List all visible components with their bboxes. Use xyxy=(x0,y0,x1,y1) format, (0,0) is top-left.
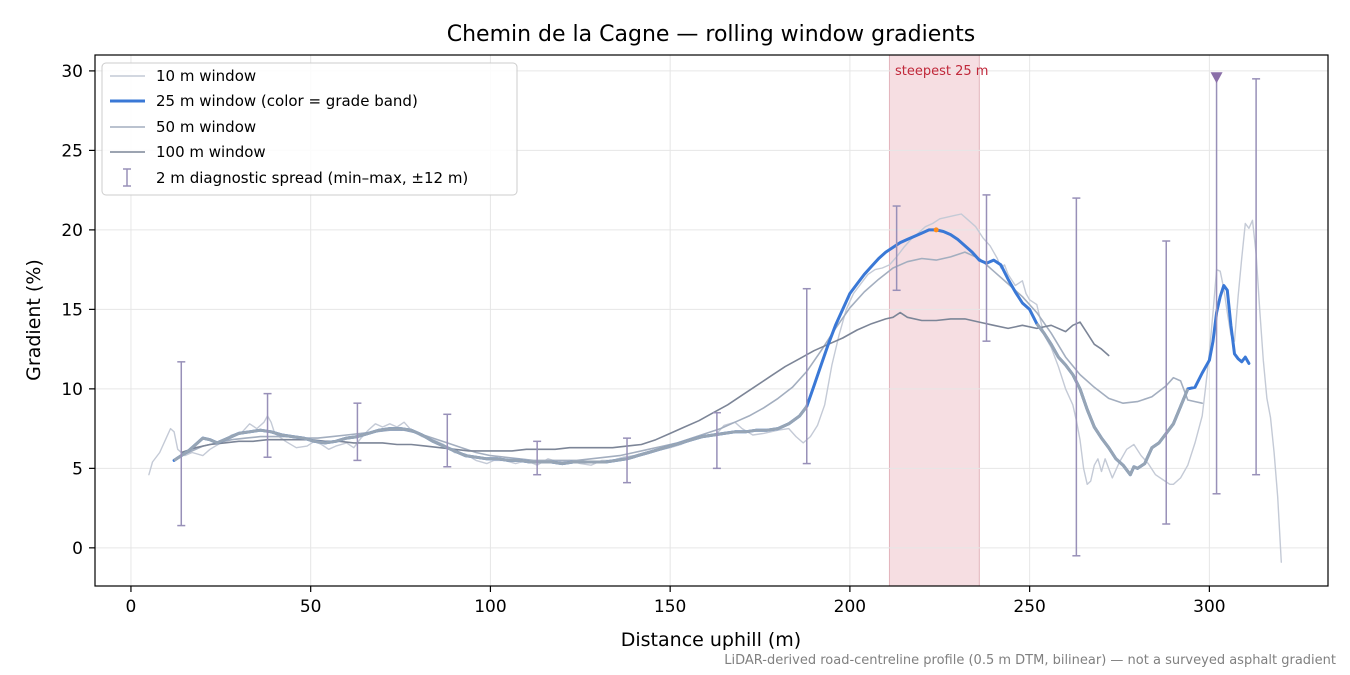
y-axis-title: Gradient (%) xyxy=(23,259,45,381)
x-tick-label-0: 0 xyxy=(126,597,137,617)
x-tick-label-100: 100 xyxy=(474,597,506,617)
spread-bar-2 xyxy=(353,402,362,462)
x-tick-label-150: 150 xyxy=(654,597,686,617)
legend-label-50m: 50 m window xyxy=(156,118,256,136)
series-line-0 xyxy=(148,213,1282,563)
legend-label-spread: 2 m diagnostic spread (min–max, ±12 m) xyxy=(156,169,468,187)
spread-bar-8 xyxy=(892,205,901,292)
legend: 10 m window 25 m window (color = grade b… xyxy=(101,62,518,196)
plot-frame xyxy=(94,54,1329,587)
spread-bar-10 xyxy=(1072,197,1081,557)
chart-title: Chemin de la Cagne — rolling window grad… xyxy=(447,22,976,47)
x-tick-label-300: 300 xyxy=(1193,597,1225,617)
spread-bar-3 xyxy=(443,413,452,468)
spread-bar-clipped xyxy=(1212,77,1221,495)
y-tick-label-15: 15 xyxy=(61,300,83,320)
legend-box xyxy=(101,62,518,196)
spread-bar-1 xyxy=(263,392,272,458)
marker-layer xyxy=(933,72,1223,233)
clipped-triangle-marker xyxy=(1210,72,1223,84)
legend-label-100m: 100 m window xyxy=(156,143,266,161)
x-tick-label-50: 50 xyxy=(300,597,322,617)
peak-marker xyxy=(933,227,939,233)
y-tick-label-25: 25 xyxy=(61,141,83,161)
errorbar-layer xyxy=(177,77,1261,557)
spread-bar-0 xyxy=(177,361,186,527)
y-tick-label-10: 10 xyxy=(61,380,83,400)
series-line-2 xyxy=(176,251,1203,462)
legend-label-10m: 10 m window xyxy=(156,67,256,85)
spread-bar-12 xyxy=(1252,78,1261,476)
spread-bar-4 xyxy=(533,440,542,476)
series-layer xyxy=(148,213,1282,563)
x-tick-label-200: 200 xyxy=(834,597,866,617)
spread-bar-9 xyxy=(982,194,991,342)
band-label: steepest 25 m xyxy=(895,64,988,79)
series-25m-low-band xyxy=(173,405,808,466)
legend-label-25m: 25 m window (color = grade band) xyxy=(156,92,418,110)
legend-swatch-spread xyxy=(123,168,131,187)
spread-bar-6 xyxy=(712,411,721,470)
y-tick-label-30: 30 xyxy=(61,62,83,82)
spread-bar-5 xyxy=(623,437,632,484)
spread-bar-11 xyxy=(1162,240,1171,525)
y-tick-label-20: 20 xyxy=(61,221,83,241)
x-axis-title: Distance uphill (m) xyxy=(621,629,801,651)
grid-layer xyxy=(95,55,1328,586)
series-line-3 xyxy=(180,311,1110,454)
spread-bar-7 xyxy=(802,287,811,465)
x-tick-label-250: 250 xyxy=(1013,597,1045,617)
axes-layer: 0 50 100 150 200 250 300 0 5 10 15 20 25 30 xyxy=(61,62,1225,617)
series-25m-low-band-2 xyxy=(1035,322,1190,477)
footnote: LiDAR-derived road-centreline profile (0… xyxy=(724,653,1336,668)
y-tick-label-5: 5 xyxy=(72,459,83,479)
y-tick-label-0: 0 xyxy=(72,539,83,559)
